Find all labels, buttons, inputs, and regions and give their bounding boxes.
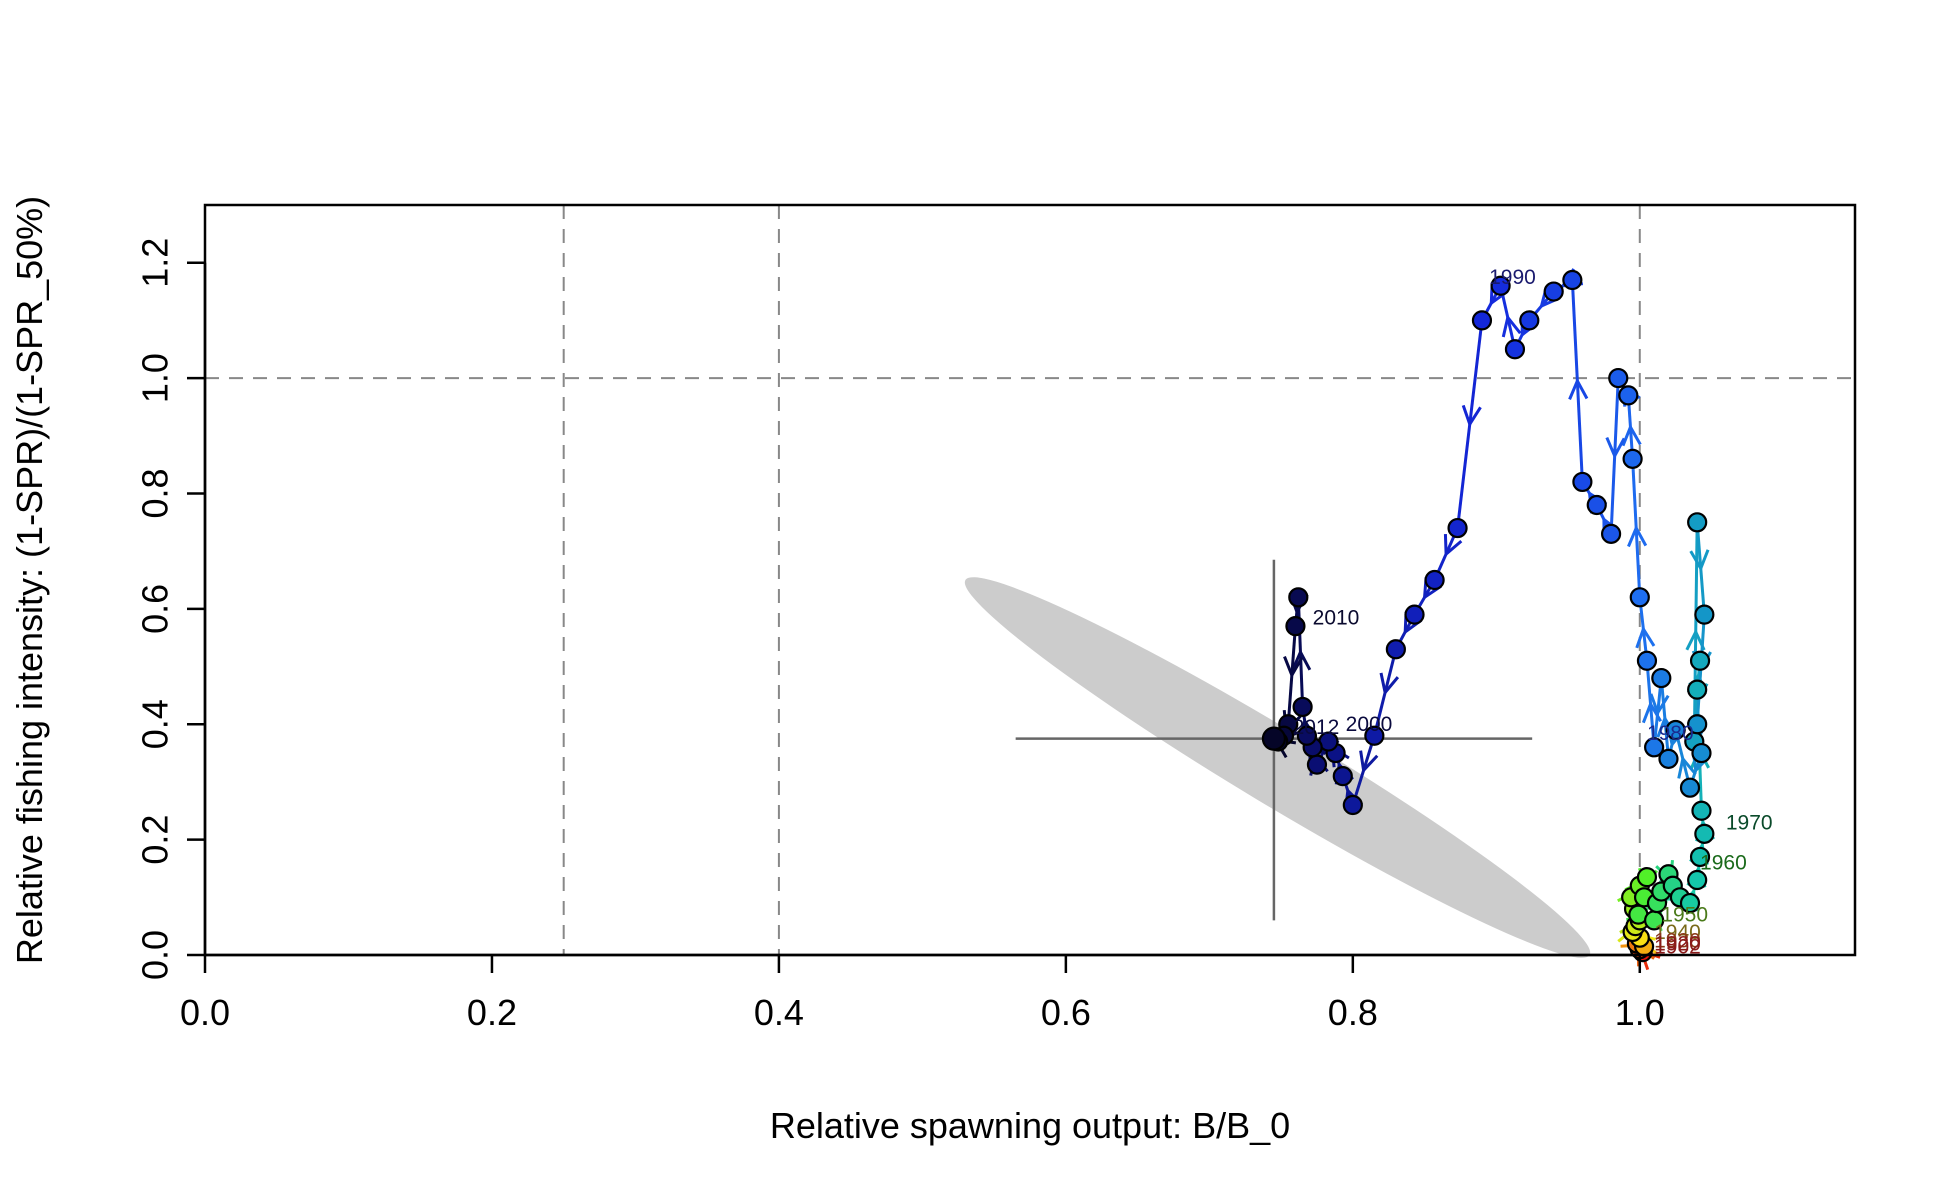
year-label: 2010	[1313, 607, 1360, 630]
y-tick-label: 1.2	[135, 238, 176, 288]
trajectory-arrow	[1443, 533, 1463, 558]
data-point	[1306, 754, 1328, 775]
data-point	[1691, 800, 1712, 821]
data-point	[1644, 737, 1665, 758]
trajectory-arrow	[1677, 755, 1697, 779]
uncertainty-ellipse	[964, 577, 1591, 958]
data-point	[1694, 823, 1715, 844]
data-point	[1600, 523, 1622, 544]
plot-area-frame	[203, 203, 1857, 957]
y-tick-label: 0.6	[135, 584, 176, 634]
data-point	[1689, 650, 1711, 671]
x-tick-label: 1.0	[1615, 992, 1665, 1033]
year-label: 1950	[1661, 904, 1708, 927]
year-label: 2012	[1293, 716, 1340, 739]
trajectory-arrow	[1379, 672, 1400, 696]
year-label: 1920	[1654, 932, 1701, 955]
data-point	[1636, 867, 1658, 888]
data-point	[1364, 725, 1385, 746]
x-tick-label: 0.8	[1328, 992, 1378, 1033]
data-point	[1689, 846, 1711, 868]
data-point	[1543, 281, 1564, 302]
data-point	[1651, 667, 1672, 689]
data-point	[1687, 869, 1708, 891]
data-point	[1691, 742, 1712, 764]
x-tick-label: 0.6	[1041, 992, 1091, 1033]
data-point	[1679, 892, 1701, 914]
trajectory-arrow	[1627, 524, 1648, 548]
year-label: 1990	[1489, 266, 1536, 289]
x-tick-label: 0.2	[467, 992, 517, 1033]
reference-lines	[205, 205, 1855, 955]
year-labels: 1990 2010 2000 2012 1980 1970 1960 195019401930…	[1293, 266, 1773, 958]
trajectory-arrow	[1283, 656, 1304, 679]
trajectory-arrow	[1291, 648, 1312, 672]
data-point	[1665, 719, 1686, 741]
data-point	[1562, 269, 1583, 291]
data-point	[1519, 310, 1540, 331]
y-tick-label: 0.4	[135, 699, 176, 749]
y-axis: 0.0 0.2 0.4 0.6 0.8 1.0 1.2	[135, 238, 207, 980]
year-label: 1960	[1700, 852, 1747, 875]
x-axis: 0.0 0.2 0.4 0.6 0.8 1.0	[180, 953, 1665, 1033]
data-point	[1424, 569, 1445, 591]
data-point	[1342, 794, 1363, 816]
trajectory-arrow	[1621, 423, 1642, 447]
y-tick-label: 1.0	[135, 353, 176, 403]
uncertainty-region	[964, 559, 1591, 958]
y-tick-label: 0.8	[135, 468, 176, 518]
year-label: 1902	[1654, 935, 1701, 958]
data-point	[1285, 616, 1306, 637]
x-axis-label: Relative spawning output: B/B_0	[770, 1105, 1290, 1146]
data-point	[1404, 604, 1425, 625]
data-point	[1618, 385, 1639, 406]
trajectory-arrow	[1635, 625, 1656, 649]
data-point	[1629, 587, 1650, 608]
data-point	[1687, 679, 1708, 700]
year-label: 1930	[1654, 930, 1701, 953]
data-point	[1687, 512, 1708, 533]
data-point	[1385, 639, 1406, 660]
data-point	[1679, 777, 1701, 798]
data-point	[1261, 726, 1287, 751]
trajectory-series	[1261, 268, 1716, 971]
data-point	[1622, 448, 1643, 469]
trajectory-arrow	[1501, 314, 1522, 338]
data-point	[1296, 725, 1318, 746]
data-point	[1332, 766, 1353, 787]
data-point	[1586, 494, 1607, 516]
trajectory-arrow	[1461, 404, 1482, 428]
trajectory-arrow	[1605, 436, 1626, 460]
year-label: 1980	[1647, 722, 1694, 745]
data-point	[1471, 310, 1493, 331]
trajectory-arrow	[1568, 377, 1589, 400]
year-label: 1940	[1654, 921, 1701, 944]
data-point	[1490, 275, 1511, 296]
data-point	[1572, 471, 1593, 493]
y-axis-label: Relative fishing intensity: (1-SPR)/(1-S…	[9, 196, 50, 964]
y-tick-label: 0.2	[135, 815, 176, 865]
trajectory-arrow	[1359, 750, 1379, 774]
x-tick-label: 0.4	[754, 992, 804, 1033]
data-point	[1447, 517, 1468, 539]
data-point	[1636, 650, 1658, 671]
data-point	[1658, 748, 1679, 769]
data-point	[1504, 339, 1526, 360]
trajectory-arrow	[1649, 693, 1670, 717]
trajectory-arrow	[1641, 700, 1662, 724]
trajectory-arrow	[1689, 549, 1710, 572]
data-point	[1608, 367, 1629, 389]
year-label: 2000	[1346, 713, 1393, 736]
data-point	[1292, 696, 1313, 718]
y-tick-label: 0.0	[135, 930, 176, 980]
x-tick-label: 0.0	[180, 992, 230, 1033]
data-point	[1694, 604, 1715, 625]
data-point	[1687, 714, 1708, 735]
data-point	[1288, 587, 1309, 608]
year-label: 1970	[1726, 811, 1773, 834]
